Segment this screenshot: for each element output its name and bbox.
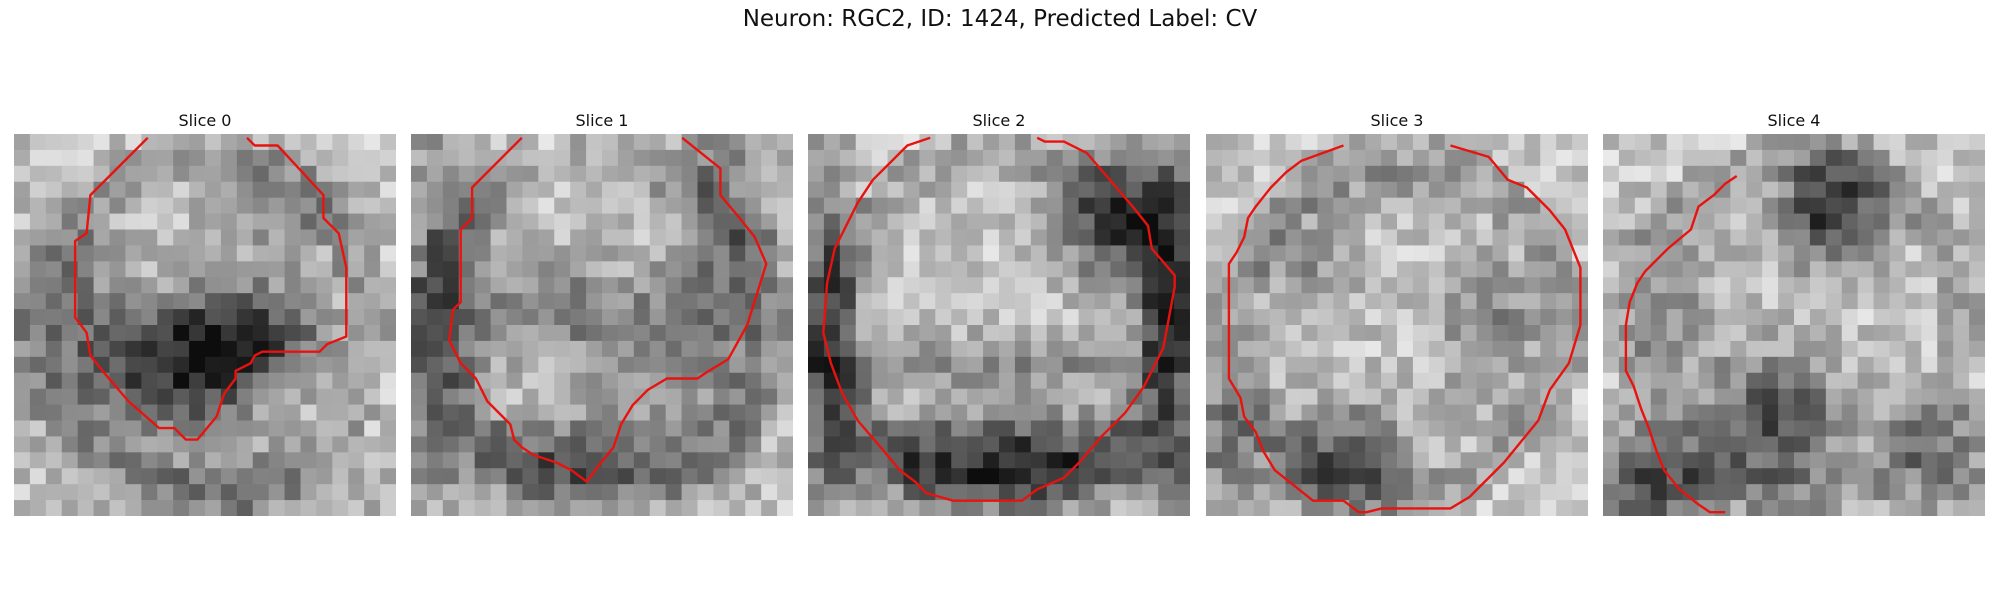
contour-outline bbox=[822, 136, 1176, 502]
slice-panel-1: Slice 1 bbox=[411, 108, 793, 516]
slice-panel-3: Slice 3 bbox=[1206, 108, 1588, 516]
figure-title: Neuron: RGC2, ID: 1424, Predicted Label:… bbox=[742, 6, 1258, 32]
pixel-grid bbox=[808, 134, 1190, 516]
slice-panel-0: Slice 0 bbox=[14, 108, 396, 516]
pixel-grid bbox=[1603, 134, 1985, 516]
slice-panel-4: Slice 4 bbox=[1603, 108, 1985, 516]
contour-outline bbox=[73, 136, 348, 441]
pixel-grid bbox=[411, 134, 793, 516]
slice-image-2 bbox=[808, 134, 1190, 516]
slice-title-1: Slice 1 bbox=[575, 111, 629, 130]
slice-title-4: Slice 4 bbox=[1767, 111, 1821, 130]
slice-panel-2: Slice 2 bbox=[808, 108, 1190, 516]
slice-title-3: Slice 3 bbox=[1370, 111, 1424, 130]
slice-image-0 bbox=[14, 134, 396, 516]
slice-image-4 bbox=[1603, 134, 1985, 516]
slice-title-2: Slice 2 bbox=[972, 111, 1026, 130]
slice-image-1 bbox=[411, 134, 793, 516]
contour-outline bbox=[1227, 144, 1582, 514]
pixel-grid bbox=[1206, 134, 1588, 516]
pixel-grid bbox=[14, 134, 396, 516]
slice-title-0: Slice 0 bbox=[178, 111, 232, 130]
slice-image-3 bbox=[1206, 134, 1588, 516]
contour-outline bbox=[1624, 175, 1738, 514]
contour-outline bbox=[448, 136, 768, 483]
